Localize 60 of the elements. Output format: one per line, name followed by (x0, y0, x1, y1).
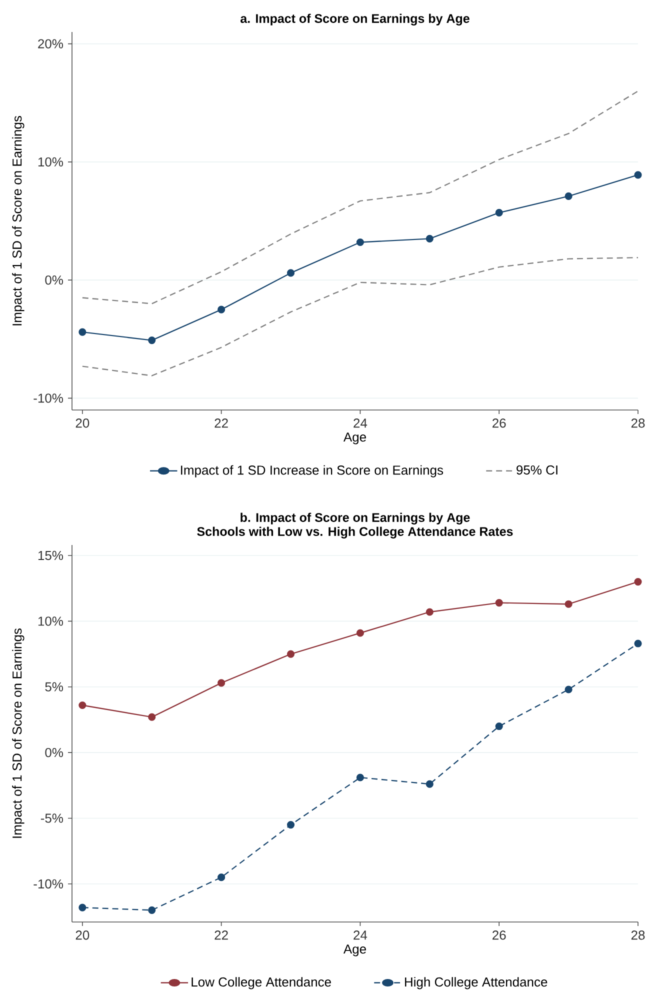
x-tick-label: 22 (214, 930, 228, 940)
x-tick-label: 24 (354, 930, 368, 940)
point (78, 904, 86, 912)
point (634, 171, 642, 179)
y-tick-label: 10% (38, 616, 63, 626)
x-tick-label: 28 (631, 418, 645, 428)
x-tick-label: 22 (214, 418, 228, 428)
x-tick-label: 26 (492, 418, 506, 428)
legend-label: 95% CI (516, 465, 558, 475)
point (495, 208, 503, 217)
point (356, 629, 364, 637)
x-tick-label: 28 (631, 930, 645, 940)
x-tick-label: 20 (76, 930, 90, 940)
x-axis-title: Age (343, 432, 366, 444)
chart-title: b. Impact of Score on Earnings by Age (240, 512, 470, 524)
point (148, 906, 156, 914)
legend-label: Low College Attendance (192, 977, 331, 990)
point (286, 269, 295, 277)
point (78, 328, 86, 336)
point (564, 600, 572, 608)
y-tick-label: 20% (38, 39, 63, 48)
point (634, 640, 642, 648)
y-tick-label: 0% (45, 275, 63, 285)
point (218, 306, 226, 314)
y-tick-label: 5% (45, 682, 63, 692)
line-series (82, 90, 639, 304)
point (495, 599, 503, 607)
y-tick-label: -10% (34, 879, 63, 889)
x-tick-label: 20 (76, 418, 90, 428)
point (564, 686, 572, 694)
point (218, 679, 226, 687)
point (495, 722, 503, 730)
y-tick-label: -10% (34, 394, 63, 403)
y-axis-title: Impact of 1 SD of Score on Earnings (12, 116, 24, 326)
point (286, 650, 295, 658)
point (356, 774, 364, 782)
point (148, 713, 156, 721)
y-axis-title: Impact of 1 SD of Score on Earnings (12, 628, 24, 838)
y-tick-label: 0% (45, 748, 63, 758)
point (356, 238, 364, 246)
point (218, 874, 226, 882)
x-axis-title: Age (343, 944, 366, 956)
point (564, 192, 572, 200)
point (148, 336, 156, 344)
chart-subtitle: Schools with Low vs. High College Attendance Rates (197, 526, 513, 538)
point (634, 578, 642, 586)
legend-label: Impact of 1 SD Increase in Score on Earnings (181, 465, 444, 478)
y-tick-label: -5% (40, 814, 63, 823)
point (426, 780, 434, 788)
point (286, 821, 295, 829)
point (78, 701, 86, 710)
y-tick-label: 10% (38, 157, 63, 167)
x-tick-label: 24 (354, 418, 368, 428)
y-tick-label: 15% (38, 550, 63, 560)
chart-title: a. Impact of Score on Earnings by Age (240, 14, 470, 26)
point (426, 234, 434, 242)
point (426, 608, 434, 616)
x-tick-label: 26 (492, 930, 506, 940)
legend-label: High College Attendance (405, 977, 548, 990)
line-series (82, 257, 639, 376)
